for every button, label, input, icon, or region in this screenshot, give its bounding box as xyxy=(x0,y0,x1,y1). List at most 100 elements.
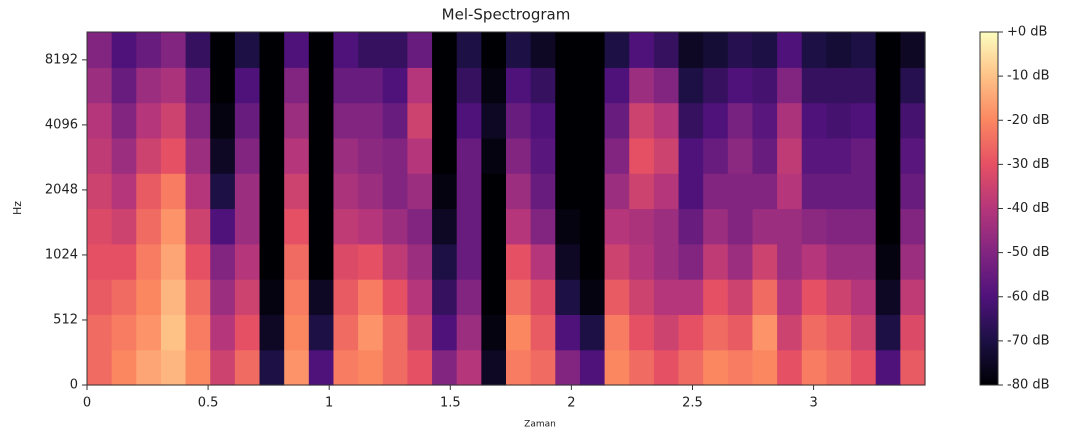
cell xyxy=(703,32,729,68)
cell xyxy=(432,349,458,386)
cell xyxy=(160,279,187,315)
cell xyxy=(777,67,803,104)
cell xyxy=(826,349,852,386)
cell xyxy=(481,279,507,315)
cell xyxy=(851,137,877,174)
cell xyxy=(777,349,803,386)
cell xyxy=(136,208,162,245)
y-axis-label: Hz xyxy=(11,201,24,215)
cell xyxy=(727,243,754,280)
cell xyxy=(358,173,384,210)
y-tick-label: 512 xyxy=(53,312,78,327)
cell xyxy=(382,67,409,104)
cell xyxy=(604,137,630,174)
cell xyxy=(530,279,556,315)
cell xyxy=(382,208,409,245)
cell xyxy=(900,314,926,351)
cell xyxy=(579,137,606,174)
cell xyxy=(506,208,532,245)
cell xyxy=(678,349,704,386)
cell xyxy=(481,32,507,68)
cell xyxy=(530,67,556,104)
cell xyxy=(111,173,137,210)
cell xyxy=(506,279,532,315)
cell xyxy=(530,243,556,280)
cell xyxy=(875,102,901,139)
cell xyxy=(382,32,409,68)
cell xyxy=(160,208,187,245)
cell xyxy=(579,279,606,315)
x-tick-label: 1.5 xyxy=(440,396,461,411)
cell xyxy=(703,137,729,174)
cell xyxy=(777,279,803,315)
cell xyxy=(481,314,507,351)
cell xyxy=(333,243,359,280)
cell xyxy=(579,349,606,386)
y-tick-label: 8192 xyxy=(45,52,78,67)
cell xyxy=(801,102,828,139)
cell xyxy=(481,137,507,174)
cell xyxy=(407,67,433,104)
cell xyxy=(481,208,507,245)
cell xyxy=(875,314,901,351)
cell xyxy=(727,208,754,245)
cell xyxy=(407,349,433,386)
cell xyxy=(111,243,137,280)
cell xyxy=(530,32,556,68)
cell xyxy=(703,102,729,139)
cell xyxy=(358,32,384,68)
cell xyxy=(801,137,828,174)
cell xyxy=(160,137,187,174)
cell xyxy=(629,102,655,139)
cell xyxy=(629,173,655,210)
cell xyxy=(136,314,162,351)
cell xyxy=(382,102,409,139)
cell xyxy=(382,314,409,351)
cell xyxy=(136,67,162,104)
cell xyxy=(826,173,852,210)
cell xyxy=(136,173,162,210)
cell xyxy=(87,243,113,280)
cell xyxy=(234,314,261,351)
cell xyxy=(555,32,581,68)
cell xyxy=(210,173,236,210)
colorbar-tick-label: -10 dB xyxy=(1007,69,1050,84)
cell xyxy=(259,32,285,68)
cell xyxy=(210,279,236,315)
cell xyxy=(456,243,482,280)
cell xyxy=(875,32,901,68)
cell xyxy=(678,67,704,104)
y-tick-label: 0 xyxy=(70,378,78,393)
cell xyxy=(555,208,581,245)
cell xyxy=(481,102,507,139)
cell xyxy=(456,279,482,315)
cell xyxy=(481,243,507,280)
cell xyxy=(752,208,778,245)
cell xyxy=(111,279,137,315)
cell xyxy=(703,349,729,386)
cell xyxy=(382,173,409,210)
y-tick-label: 2048 xyxy=(45,182,78,197)
cell xyxy=(308,102,335,139)
cell xyxy=(678,102,704,139)
cell xyxy=(530,137,556,174)
cell xyxy=(727,349,754,386)
cell xyxy=(284,279,310,315)
cell xyxy=(703,279,729,315)
cell xyxy=(456,314,482,351)
cell xyxy=(111,137,137,174)
cell xyxy=(333,314,359,351)
cell xyxy=(160,102,187,139)
cell xyxy=(358,208,384,245)
cell xyxy=(185,32,211,68)
cell xyxy=(284,137,310,174)
cell xyxy=(111,349,137,386)
cell xyxy=(530,102,556,139)
cell xyxy=(308,243,335,280)
cell xyxy=(900,279,926,315)
cell xyxy=(456,173,482,210)
cell xyxy=(555,173,581,210)
cell xyxy=(875,349,901,386)
cell xyxy=(259,102,285,139)
cell xyxy=(333,137,359,174)
